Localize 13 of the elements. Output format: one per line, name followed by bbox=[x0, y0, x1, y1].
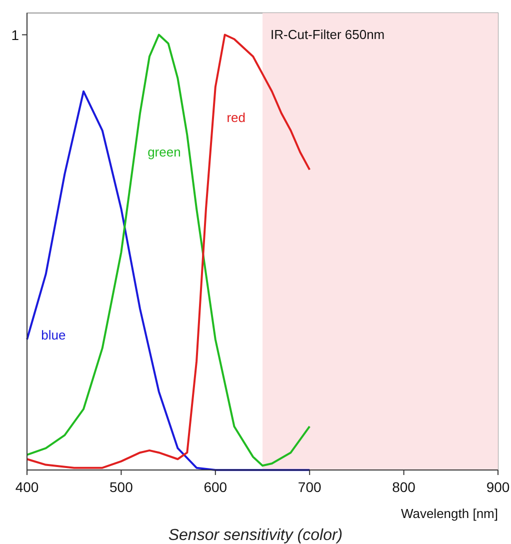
text: Sensor sensitivity (color) bbox=[168, 527, 343, 544]
x-tick-label: 700 bbox=[298, 479, 322, 495]
series-label: green bbox=[148, 144, 181, 160]
series-label: blue bbox=[41, 327, 66, 342]
x-tick-label: 800 bbox=[392, 479, 416, 495]
x-tick-label: 400 bbox=[15, 479, 39, 495]
x-axis-title: Wavelength [nm] bbox=[400, 506, 498, 521]
series-label: red bbox=[226, 110, 246, 125]
band-label: IR-Cut-Filter 650nm bbox=[270, 27, 385, 42]
x-tick-label: 500 bbox=[110, 479, 134, 495]
text: 1 bbox=[11, 26, 20, 43]
x-tick-label: 900 bbox=[486, 479, 510, 495]
x-tick-label: 600 bbox=[204, 479, 228, 495]
